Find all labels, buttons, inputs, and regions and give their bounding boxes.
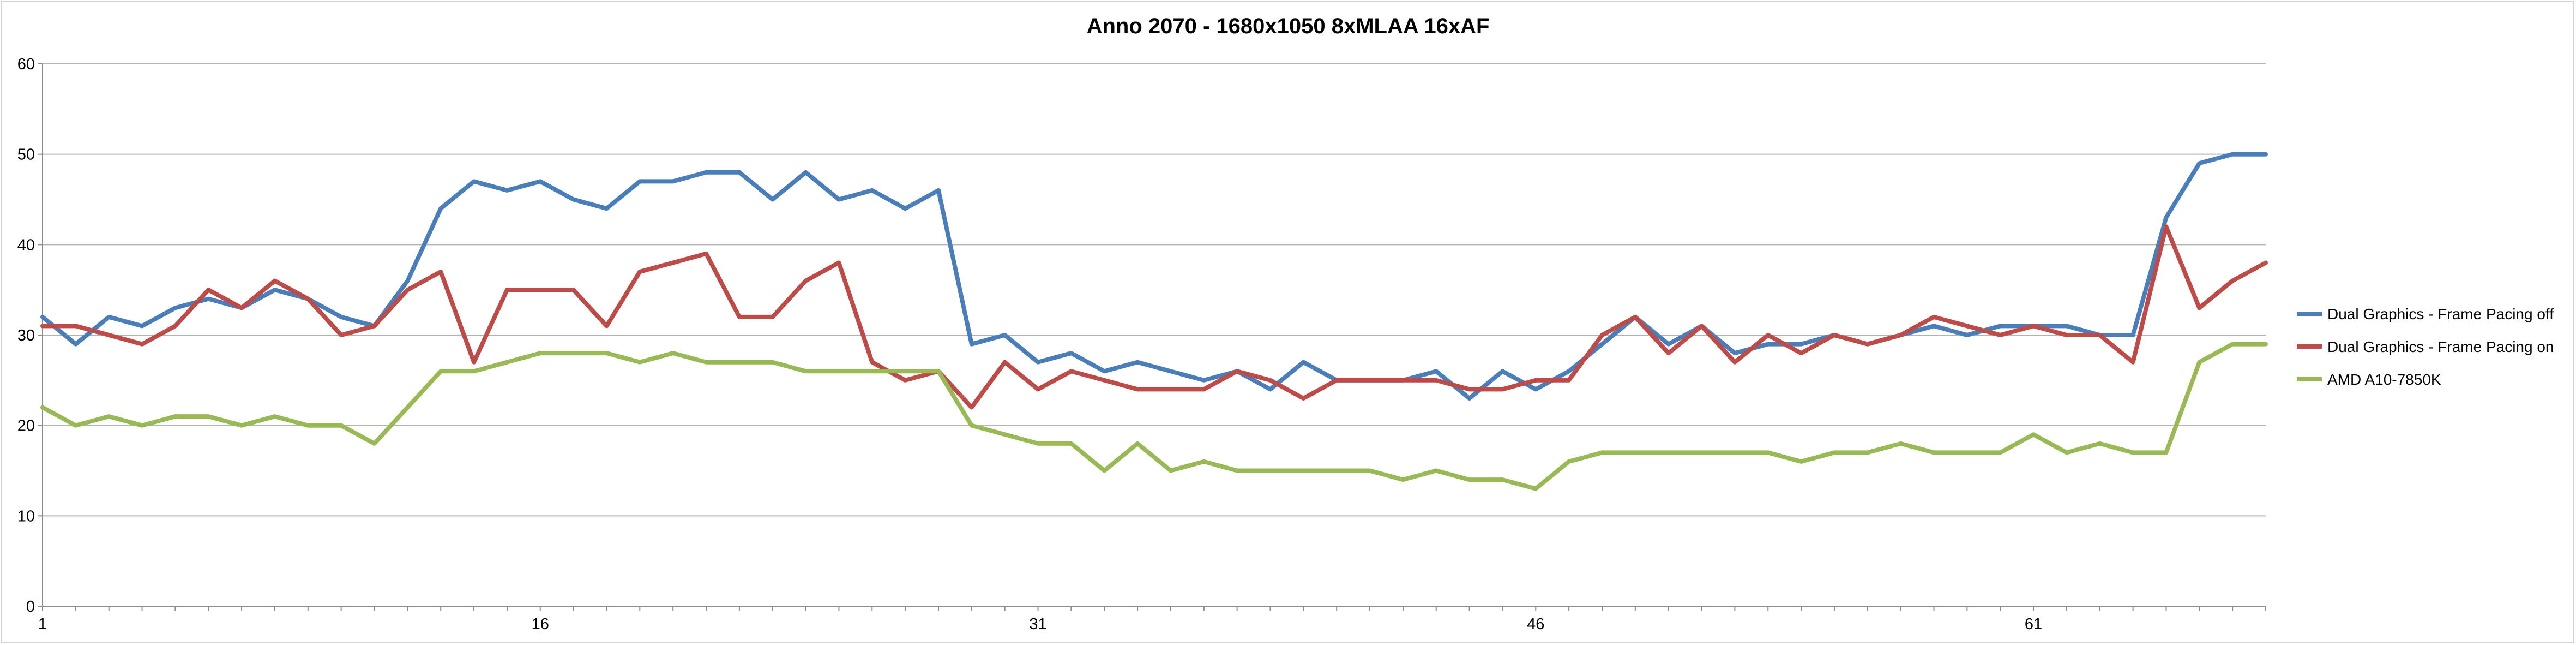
data-point: [2000, 452, 2001, 453]
data-point: [407, 280, 408, 282]
data-point: [1801, 353, 1802, 354]
data-point: [971, 425, 972, 426]
x-tick-label: 16: [532, 616, 549, 633]
data-point: [1203, 389, 1205, 390]
series-line: [40, 342, 2268, 491]
data-point: [2066, 452, 2067, 453]
y-tick-label: 20: [17, 417, 35, 435]
data-point: [75, 425, 76, 426]
data-point: [1668, 353, 1669, 354]
data-point: [1900, 335, 1901, 336]
y-tick-label: 60: [17, 56, 35, 73]
data-point: [2099, 443, 2100, 444]
data-point: [606, 353, 607, 354]
data-point: [1303, 470, 1304, 471]
data-point: [1668, 452, 1669, 453]
y-tick-label: 30: [17, 327, 35, 344]
data-point: [2232, 280, 2233, 282]
data-point: [208, 298, 209, 300]
series-group: [40, 342, 2268, 491]
y-tick-label: 50: [17, 146, 35, 164]
chart-title: Anno 2070 - 1680x1050 8xMLAA 16xAF: [1086, 14, 1490, 38]
legend-label: AMD A10-7850K: [2327, 371, 2441, 388]
data-point: [772, 316, 773, 318]
series-line: [40, 224, 2268, 410]
data-point: [2099, 335, 2100, 336]
data-point: [1900, 443, 1901, 444]
data-point: [1867, 452, 1868, 453]
series-lines: [40, 152, 2268, 491]
x-tick-label: 61: [2025, 616, 2042, 633]
y-tick-label: 10: [17, 507, 35, 525]
data-point: [1269, 389, 1271, 390]
data-point: [1502, 389, 1503, 390]
data-point: [1502, 371, 1503, 372]
data-point: [606, 208, 607, 209]
data-point: [2033, 434, 2034, 435]
y-tick-label: 40: [17, 236, 35, 254]
legend-label: Dual Graphics - Frame Pacing on: [2327, 338, 2554, 355]
y-tick-label: 0: [26, 598, 35, 616]
data-point: [1004, 434, 1006, 435]
legend-label: Dual Graphics - Frame Pacing off: [2327, 306, 2554, 322]
series-group: [40, 152, 2268, 401]
data-point: [905, 208, 906, 209]
data-point: [374, 443, 375, 444]
data-point: [1004, 335, 1006, 336]
data-point: [1701, 452, 1702, 453]
series-line: [40, 152, 2268, 401]
data-point: [1170, 470, 1171, 471]
x-tick-label: 46: [1527, 616, 1544, 633]
legend: Dual Graphics - Frame Pacing off Dual Gra…: [2297, 306, 2554, 388]
data-point: [1203, 461, 1205, 462]
data-point: [1070, 353, 1072, 354]
data-point: [1469, 389, 1470, 390]
y-axis-tick-labels: 0 10 20 30 40 50 60: [17, 56, 35, 616]
data-point: [971, 407, 972, 408]
gridlines: [43, 63, 2266, 517]
x-tick-label: 1: [38, 616, 47, 633]
data-point: [805, 371, 806, 372]
data-point: [208, 416, 209, 417]
data-point: [1170, 389, 1171, 390]
data-point: [573, 199, 574, 200]
data-point: [174, 416, 176, 417]
data-point: [1070, 371, 1072, 372]
data-point: [1269, 470, 1271, 471]
data-point: [805, 280, 806, 282]
axes: [38, 63, 2266, 611]
data-point: [573, 353, 574, 354]
x-tick-label: 31: [1029, 616, 1046, 633]
data-point: [1104, 470, 1105, 471]
data-point: [1137, 389, 1138, 390]
series-group: [40, 224, 2268, 410]
data-point: [1170, 371, 1171, 372]
data-point: [274, 280, 275, 282]
data-point: [2066, 335, 2067, 336]
x-axis-tick-labels: 1 16 31 46 61: [38, 616, 2042, 633]
data-point: [772, 199, 773, 200]
data-point: [407, 407, 408, 408]
data-point: [1104, 371, 1105, 372]
data-point: [1070, 443, 1072, 444]
data-point: [274, 416, 275, 417]
data-point: [1801, 461, 1802, 462]
data-point: [706, 253, 707, 254]
data-point: [905, 371, 906, 372]
data-point: [2000, 335, 2001, 336]
data-point: [1137, 443, 1138, 444]
data-point: [2199, 163, 2200, 164]
